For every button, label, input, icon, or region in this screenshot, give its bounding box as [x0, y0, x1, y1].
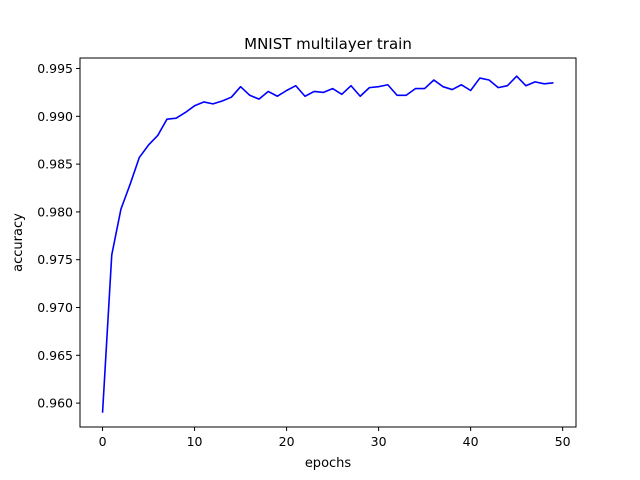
y-tick-label: 0.975	[37, 252, 73, 267]
y-axis: 0.960 0.965 0.970 0.975 0.980 0.985 0.990 0.995	[37, 61, 80, 411]
y-tick-label: 0.985	[37, 157, 73, 172]
plot-area	[101, 75, 554, 413]
series-line-0	[101, 75, 554, 413]
y-axis-label: accuracy	[11, 213, 26, 272]
x-tick-label: 40	[463, 434, 479, 449]
y-tick-label: 0.995	[37, 61, 73, 76]
x-tick-label: 0	[99, 434, 107, 449]
y-tick-label: 0.965	[37, 348, 73, 363]
y-tick-label: 0.960	[37, 396, 73, 411]
x-axis-label: epochs	[305, 456, 352, 471]
x-axis: 0 10 20 30 40 50	[99, 427, 571, 449]
plot-frame	[79, 57, 577, 428]
x-tick-label: 10	[187, 434, 203, 449]
x-tick-label: 50	[555, 434, 571, 449]
y-tick-label: 0.990	[37, 109, 73, 124]
y-tick-label: 0.970	[37, 300, 73, 315]
x-tick-label: 30	[371, 434, 387, 449]
x-tick-label: 20	[279, 434, 295, 449]
y-tick-label: 0.980	[37, 204, 73, 219]
chart-title: MNIST multilayer train	[244, 35, 412, 53]
